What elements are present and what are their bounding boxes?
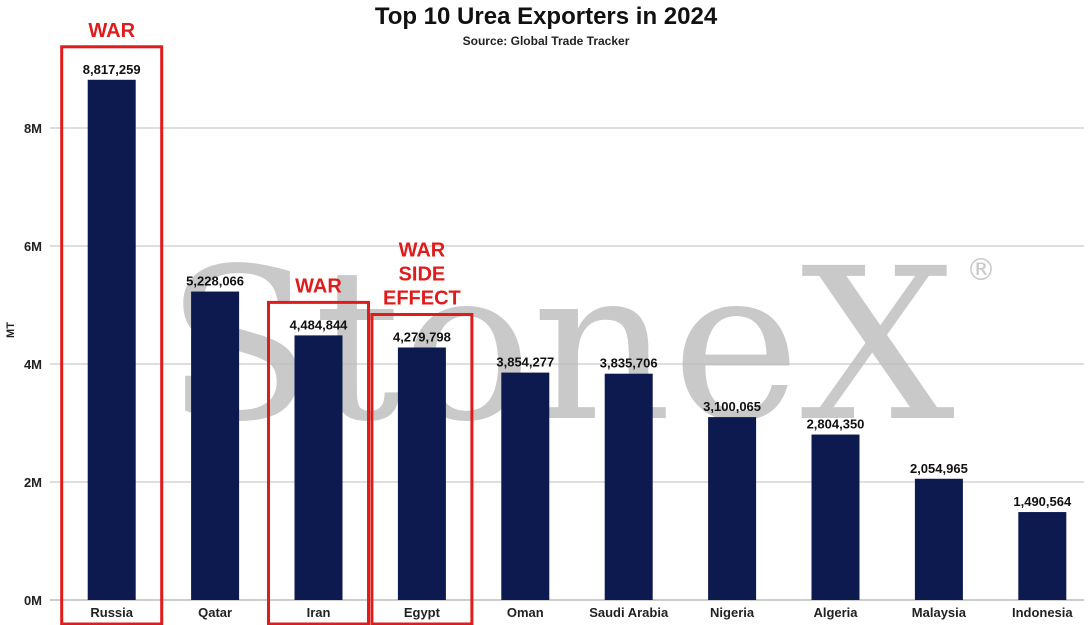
- x-tick-label: Qatar: [198, 605, 232, 620]
- x-tick-label: Indonesia: [1012, 605, 1073, 620]
- watermark-registered-mark: ®: [966, 253, 996, 288]
- data-labels: 8,817,259 5,228,066 4,484,844 4,279,798 3,85…: [83, 62, 1072, 509]
- x-axis-ticks: Russia Qatar Iran Egypt Oman Saudi Arabia Nige…: [90, 605, 1073, 620]
- annotation-label: SIDE: [399, 263, 446, 285]
- bar: [1018, 512, 1067, 600]
- bars: [87, 79, 1067, 600]
- annotation-label: WAR: [88, 20, 135, 42]
- highlight-box: [267, 300, 370, 625]
- data-label: 2,804,350: [807, 417, 865, 432]
- x-tick-label: Egypt: [404, 605, 441, 620]
- highlight-box: [60, 45, 164, 625]
- bar: [87, 79, 136, 600]
- x-tick-label: Nigeria: [710, 605, 755, 620]
- bar: [708, 417, 757, 600]
- annotation-label: EFFECT: [383, 287, 461, 309]
- chart-subtitle: Source: Global Trade Tracker: [463, 34, 630, 48]
- data-label: 3,100,065: [703, 399, 761, 414]
- watermark: StoneX ®: [165, 223, 996, 468]
- y-axis-ticks: 0M 2M 4M 6M 8M: [24, 121, 42, 608]
- y-axis-label: MT: [5, 322, 17, 338]
- x-tick-label: Malaysia: [912, 605, 967, 620]
- x-tick-label: Algeria: [813, 605, 858, 620]
- data-label: 2,054,965: [910, 461, 968, 476]
- bar: [604, 373, 653, 600]
- highlight-box: [370, 312, 474, 625]
- y-tick-label: 0M: [24, 593, 42, 608]
- x-tick-label: Russia: [90, 605, 133, 620]
- y-tick-label: 2M: [24, 475, 42, 490]
- y-tick-label: 4M: [24, 357, 42, 372]
- x-tick-label: Saudi Arabia: [589, 605, 669, 620]
- annotation-label: WAR: [295, 275, 342, 297]
- data-label: 4,484,844: [290, 317, 349, 332]
- data-label: 4,279,798: [393, 329, 451, 344]
- x-tick-label: Oman: [507, 605, 544, 620]
- data-label: 3,835,706: [600, 356, 658, 371]
- x-tick-label: Iran: [307, 605, 331, 620]
- chart-title: Top 10 Urea Exporters in 2024: [375, 3, 718, 30]
- bar: [294, 335, 343, 600]
- data-label: 1,490,564: [1013, 494, 1072, 509]
- data-label: 5,228,066: [186, 274, 244, 289]
- bar: [914, 478, 963, 600]
- annotation-label: WAR: [399, 239, 446, 261]
- bar: [397, 347, 446, 600]
- data-label: 8,817,259: [83, 62, 141, 77]
- bar: [501, 372, 550, 600]
- bar: [191, 291, 240, 600]
- data-label: 3,854,277: [496, 355, 554, 370]
- y-tick-label: 6M: [24, 239, 42, 254]
- bar: [811, 434, 860, 600]
- y-tick-label: 8M: [24, 121, 42, 136]
